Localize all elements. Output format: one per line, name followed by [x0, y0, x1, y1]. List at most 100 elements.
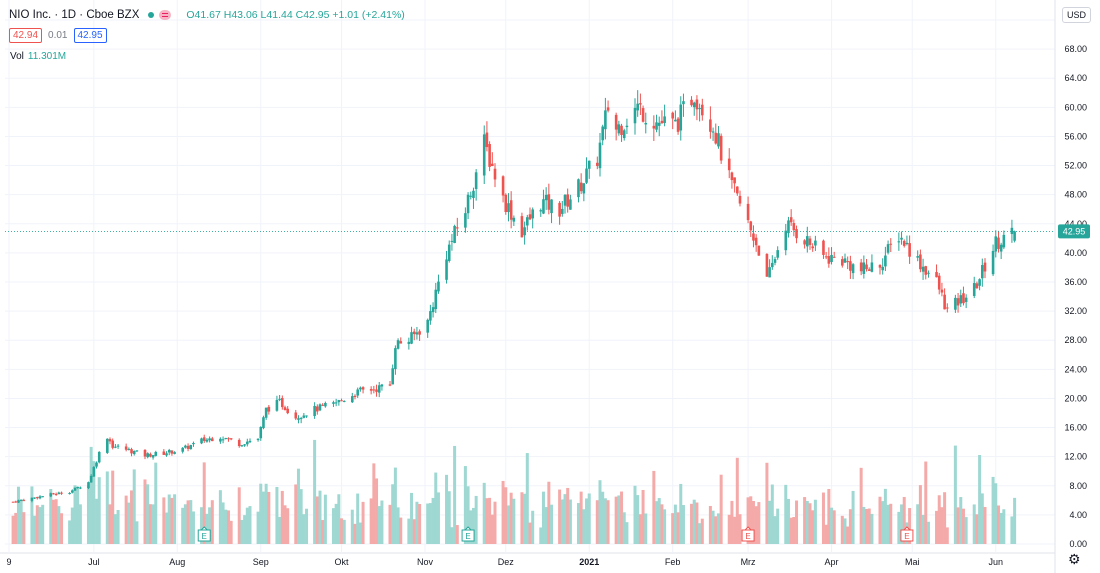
volume-bar — [76, 486, 80, 544]
volume-bar — [173, 494, 177, 544]
volume-bar — [388, 504, 392, 544]
candle-body — [512, 217, 516, 222]
volume-bar — [550, 504, 554, 544]
compare-icon[interactable] — [159, 10, 172, 20]
candle-body — [690, 99, 693, 106]
candle-body — [418, 331, 421, 335]
y-tick-label: 16.00 — [1064, 423, 1087, 433]
volume-bar — [824, 524, 828, 544]
volume-bar — [1010, 516, 1014, 544]
volume-bar — [410, 492, 414, 544]
ask-price[interactable]: 42.95 — [73, 28, 107, 43]
candle-body — [991, 250, 995, 275]
volume-bar — [181, 507, 185, 544]
candle-body — [68, 493, 71, 495]
volume-bar — [991, 476, 995, 544]
volume-bar — [924, 461, 928, 544]
volume-bar — [902, 496, 906, 544]
ohlc-readout: O41.67 H43.06 L41.44 C42.95 +1.01 (+2.41… — [186, 9, 405, 21]
candle-body — [437, 281, 440, 292]
volume-bar — [165, 512, 169, 544]
candle-body — [695, 99, 699, 110]
symbol-header[interactable]: NIO Inc. · 1D · Cboe BZX O41.67 H43.06 L… — [9, 9, 405, 21]
candle-body — [302, 415, 306, 418]
volume-bar — [278, 516, 282, 544]
volume-bar — [921, 514, 925, 544]
candle-body — [22, 500, 26, 502]
candle-body — [79, 487, 82, 489]
volume-bar — [302, 514, 306, 544]
candle-body — [248, 440, 252, 443]
volume-bar — [208, 507, 212, 544]
candle-body — [237, 439, 241, 447]
volume-bar — [765, 462, 769, 544]
volume-bar — [380, 500, 384, 544]
y-tick-label: 40.00 — [1064, 248, 1087, 258]
volume-bar — [399, 517, 403, 544]
candle-body — [167, 449, 171, 453]
volume-value: 11.301M — [27, 51, 67, 62]
volume-bar — [41, 504, 45, 544]
volume-bar — [334, 503, 338, 544]
candle-body — [259, 426, 263, 439]
candle-body — [776, 250, 779, 258]
volume-bar — [595, 500, 599, 544]
candle-body — [954, 297, 957, 310]
y-tick-label: 28.00 — [1064, 335, 1087, 345]
volume-bar — [770, 484, 774, 544]
volume-bar — [563, 494, 567, 544]
volume-bar — [162, 497, 166, 544]
bid-price[interactable]: 42.94 — [9, 28, 43, 43]
earnings-marker-icon[interactable] — [741, 526, 755, 542]
candle-body — [262, 417, 265, 429]
candle-body — [429, 311, 432, 321]
volume-bar — [210, 500, 214, 544]
volume-bar — [313, 439, 317, 544]
candle-body — [14, 501, 18, 503]
volume-bar — [30, 486, 34, 544]
volume-bar — [450, 527, 454, 544]
candle-body — [902, 240, 906, 246]
volume-bar — [14, 512, 18, 544]
earnings-marker-icon[interactable] — [197, 526, 211, 542]
earnings-marker-icon[interactable] — [461, 526, 475, 542]
candle-body — [539, 210, 543, 212]
gear-icon[interactable]: ⚙ — [1068, 551, 1081, 567]
candle-body — [353, 395, 357, 398]
volume-bar — [789, 517, 793, 544]
candle-body — [493, 168, 497, 180]
volume-bar — [51, 499, 55, 544]
volume-bar — [784, 484, 788, 544]
volume-bar — [883, 488, 887, 544]
candle-body — [415, 332, 419, 335]
candle-body — [709, 119, 712, 132]
candle-body — [124, 446, 128, 450]
candle-body — [356, 389, 359, 396]
candle-body — [165, 453, 168, 456]
candle-body — [719, 135, 723, 161]
candle-body — [849, 261, 852, 271]
candle-body — [733, 177, 736, 184]
volume-bar — [89, 446, 93, 544]
volume-bar — [520, 492, 524, 544]
earnings-marker-icon[interactable] — [900, 526, 914, 542]
volume-bar — [900, 504, 904, 544]
currency-badge[interactable]: USD — [1062, 7, 1092, 23]
volume-bar — [908, 508, 912, 544]
volume-bar — [525, 453, 529, 544]
candle-body — [832, 256, 836, 258]
volume-bar — [614, 496, 618, 544]
candle-body — [275, 399, 279, 411]
candle-body — [219, 438, 222, 442]
volume-bar — [54, 499, 58, 544]
volume-bar — [641, 489, 645, 544]
volume-bar — [1002, 509, 1006, 544]
candle-body — [900, 237, 903, 240]
volume-bar — [539, 527, 543, 544]
volume-bar — [751, 500, 755, 544]
candle-body — [867, 269, 871, 271]
volume-bar — [474, 495, 478, 544]
y-tick-label: 60.00 — [1064, 102, 1087, 112]
symbol-title[interactable]: NIO Inc. · 1D · Cboe BZX — [9, 9, 140, 21]
